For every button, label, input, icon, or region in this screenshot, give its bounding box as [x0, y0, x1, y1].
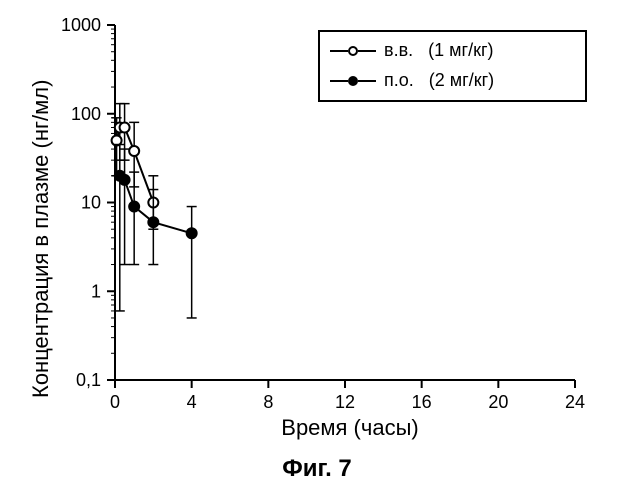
svg-text:100: 100 [71, 104, 101, 124]
svg-text:1: 1 [91, 281, 101, 301]
svg-text:20: 20 [488, 392, 508, 412]
svg-text:16: 16 [412, 392, 432, 412]
svg-text:0: 0 [110, 392, 120, 412]
chart-plot: 0 4 8 12 16 20 24 0,1 1 10 100 1000 [0, 0, 634, 500]
svg-text:24: 24 [565, 392, 585, 412]
figure: Концентрация в плазме (нг/мл) Время (час… [0, 0, 634, 500]
svg-text:12: 12 [335, 392, 355, 412]
svg-text:0,1: 0,1 [76, 370, 101, 390]
svg-text:4: 4 [187, 392, 197, 412]
svg-text:10: 10 [81, 193, 101, 213]
svg-text:1000: 1000 [61, 15, 101, 35]
svg-text:8: 8 [263, 392, 273, 412]
